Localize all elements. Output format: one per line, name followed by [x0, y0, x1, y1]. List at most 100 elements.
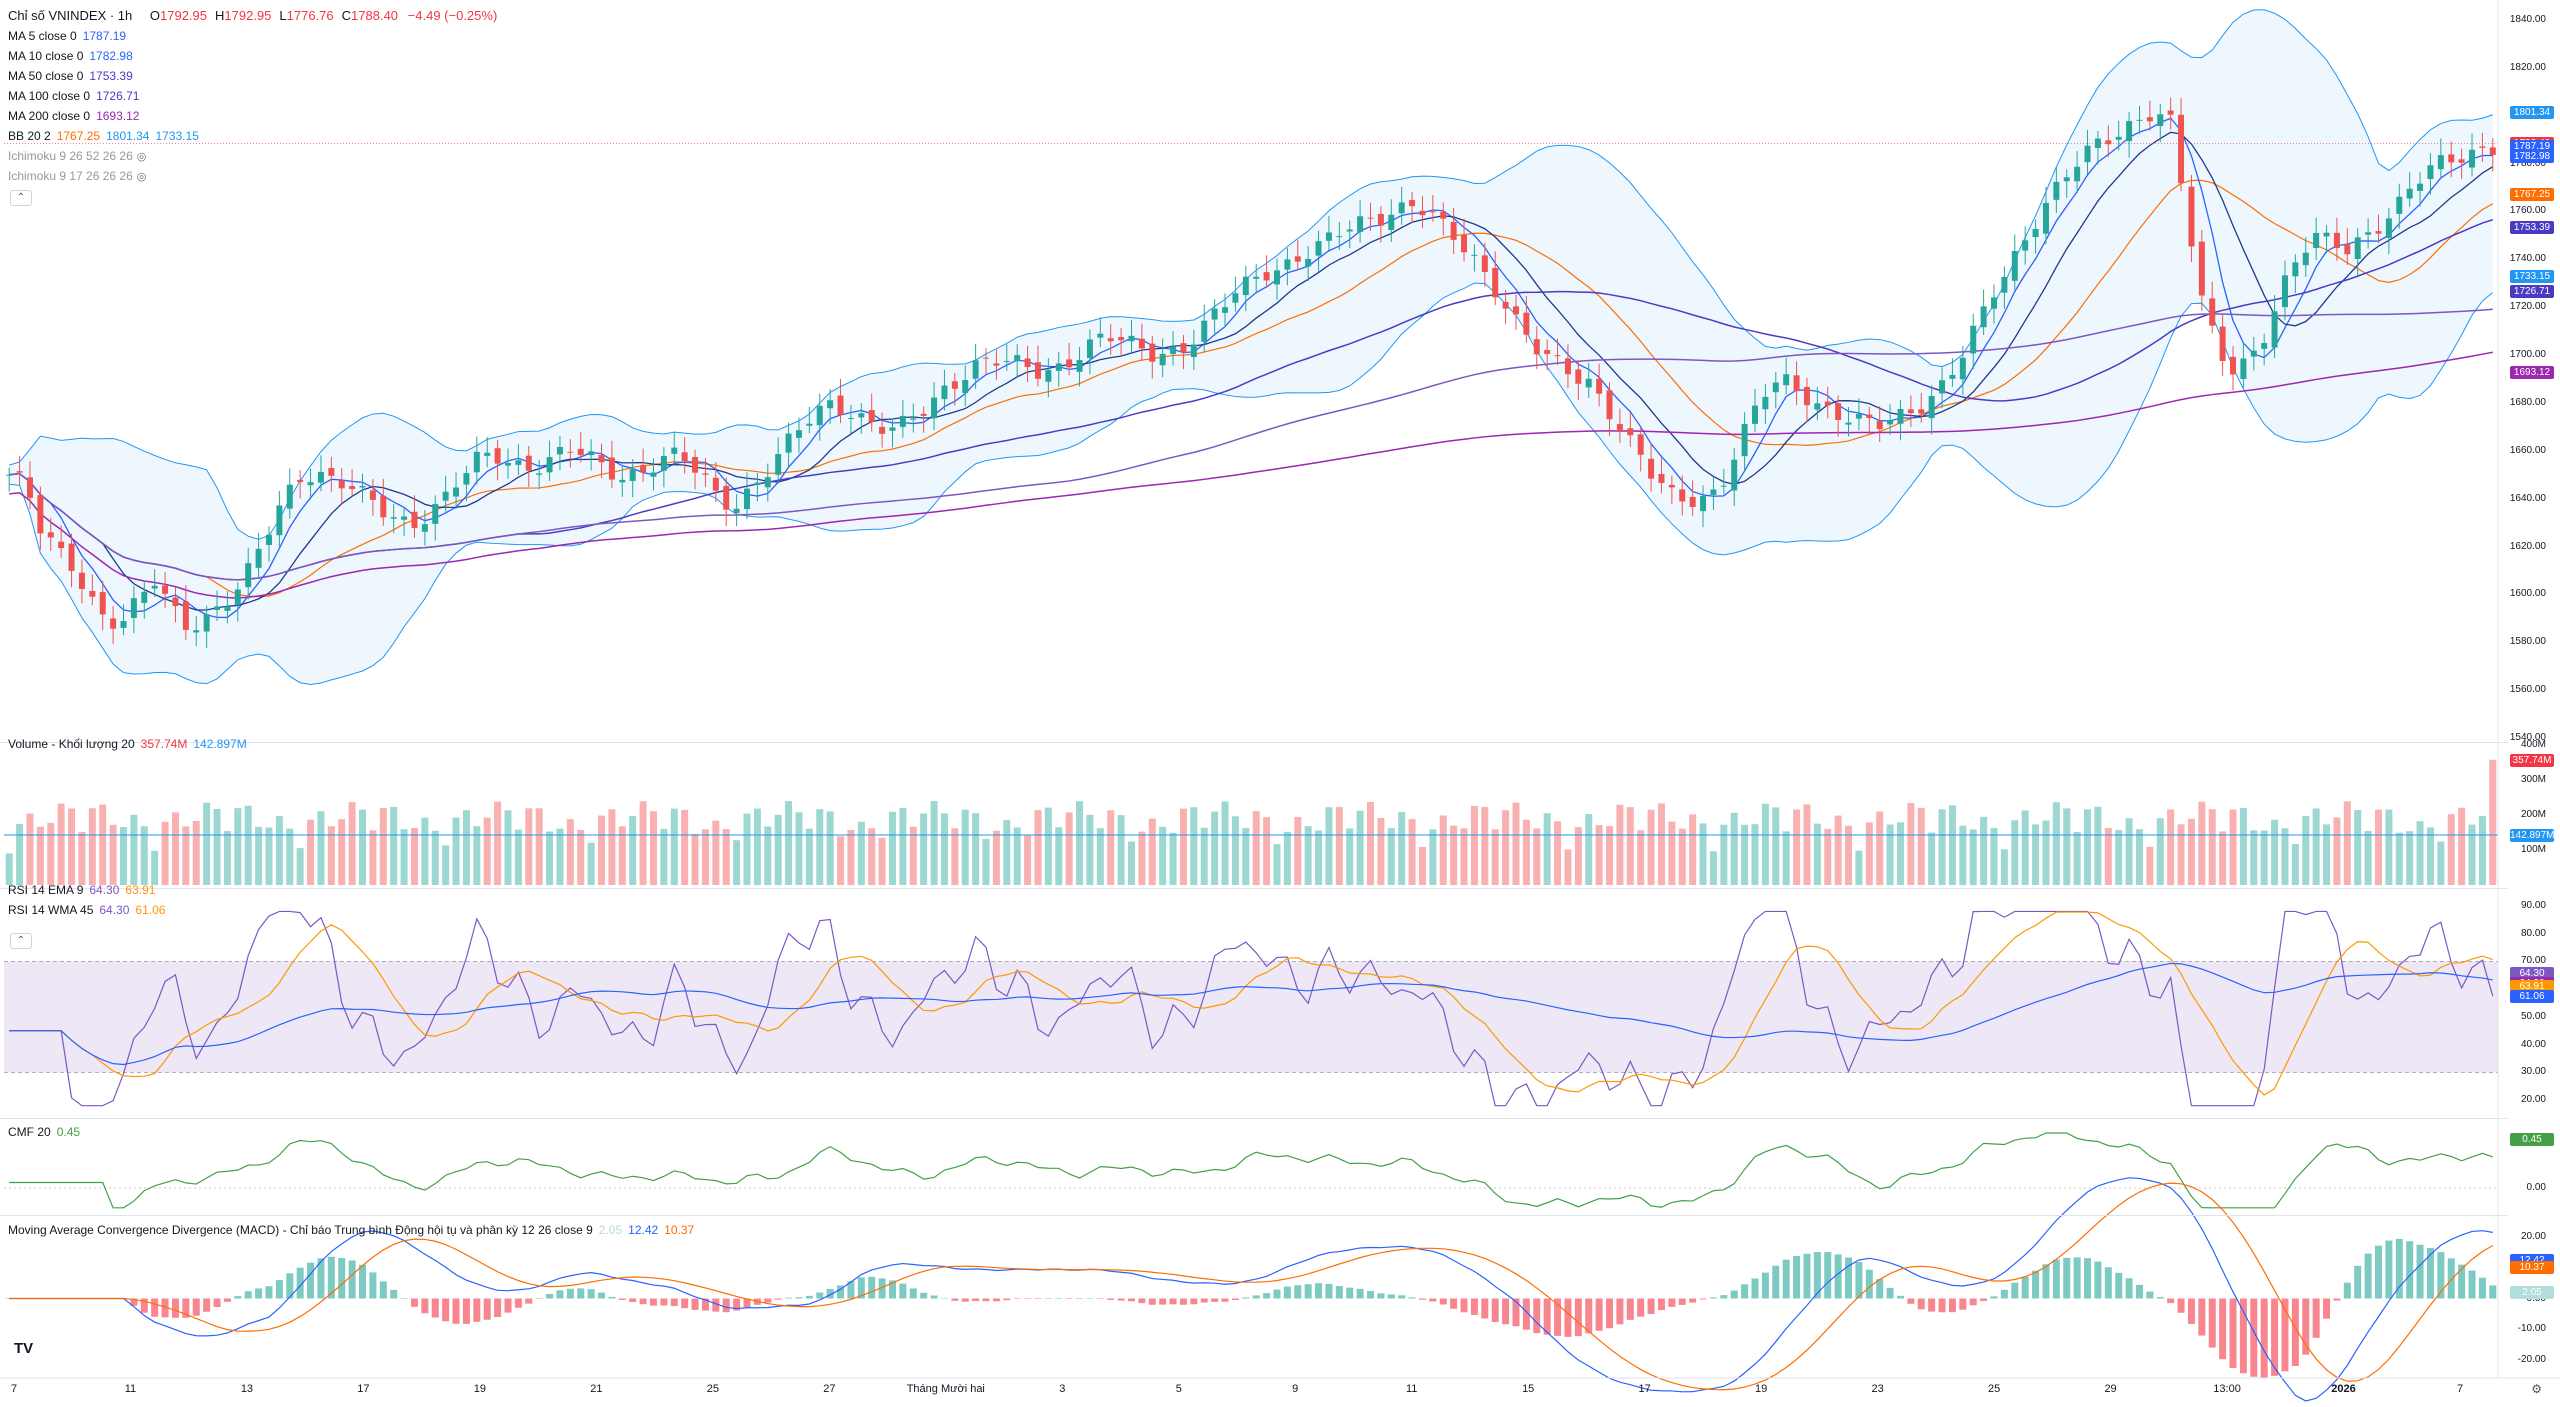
volume-bar [2271, 819, 2279, 885]
rsi-axis-tick: 80.00 [2520, 927, 2546, 939]
rsi-legend-row[interactable]: RSI 14 EMA 9 64.30 63.91 [8, 880, 165, 900]
macd-legend[interactable]: Moving Average Convergence Divergence (M… [8, 1220, 694, 1240]
macd-histogram-bar [868, 1276, 876, 1299]
pane-indicator-name: Moving Average Convergence Divergence (M… [8, 1223, 593, 1237]
candle-body [1741, 423, 1748, 457]
macd-histogram-bar [2073, 1257, 2081, 1299]
bollinger-band-fill [9, 9, 2493, 685]
macd-histogram-bar [2063, 1257, 2071, 1299]
candle-body [1128, 335, 1135, 342]
macd-histogram-bar [1803, 1253, 1811, 1299]
indicator-legend-row[interactable]: MA 50 close 0 1753.39 [8, 66, 133, 86]
rsi-axis-tick: 30.00 [2520, 1066, 2546, 1078]
volume-bar [535, 808, 543, 885]
price-tag: 1733.15 [2510, 269, 2554, 283]
macd-histogram-bar [317, 1258, 325, 1299]
volume-bar [494, 801, 502, 885]
pane-separator[interactable] [0, 1118, 2508, 1119]
macd-histogram-bar [255, 1288, 263, 1299]
volume-bar [701, 829, 709, 885]
macd-histogram-bar [1751, 1278, 1759, 1299]
hidden-eye-icon[interactable]: ◎ [136, 151, 147, 163]
volume-bar [307, 819, 315, 885]
collapse-legend-button[interactable]: ⌃ [10, 190, 32, 206]
volume-bar [1782, 831, 1790, 885]
macd-histogram-bar [1127, 1298, 1135, 1302]
indicator-legend-row[interactable]: Ichimoku 9 26 52 26 26 ◎ [8, 146, 146, 167]
candle-body [1388, 214, 1395, 231]
volume-bar [400, 829, 408, 885]
candle-body [650, 472, 657, 477]
pane-separator[interactable] [0, 888, 2508, 889]
cmf-legend[interactable]: CMF 20 0.45 [8, 1122, 80, 1142]
candle-body [1668, 484, 1675, 488]
volume-bar [1024, 835, 1032, 885]
macd-histogram-bar [161, 1298, 169, 1318]
candle-body [2437, 155, 2444, 170]
macd-histogram-bar [192, 1298, 200, 1316]
candle-body [1419, 210, 1426, 216]
settings-gear-icon[interactable]: ⚙ [2531, 1382, 2542, 1396]
candle-body [1866, 414, 1873, 419]
candle-body [2292, 262, 2299, 277]
candle-body [2188, 186, 2195, 247]
ohlc-key: O [149, 8, 161, 23]
macd-histogram-bar [1699, 1298, 1707, 1300]
pane-separator[interactable] [0, 742, 2508, 743]
indicator-legend-row[interactable]: BB 20 2 1767.25 1801.34 1733.15 [8, 126, 199, 146]
time-axis-label: 25 [706, 1383, 719, 1395]
indicator-legend-row[interactable]: MA 200 close 0 1693.12 [8, 106, 139, 126]
volume-bar [1772, 807, 1780, 885]
candle-body [1887, 420, 1894, 425]
volume-legend[interactable]: Volume - Khối lượng 20 357.74M 142.897M [8, 734, 247, 754]
candle-body [349, 486, 356, 490]
candle-body [2105, 140, 2112, 145]
volume-bar [2291, 844, 2299, 885]
macd-histogram-bar [2468, 1270, 2476, 1299]
volume-bar [1127, 841, 1135, 885]
ma100-line [9, 308, 2493, 581]
macd-histogram-bar [556, 1290, 564, 1299]
indicator-legend-row[interactable]: MA 5 close 0 1787.19 [8, 26, 126, 46]
candle-body [1689, 496, 1696, 507]
volume-bar [639, 801, 647, 885]
macd-histogram-bar [1668, 1298, 1676, 1307]
ohlc-values: O1792.95 H1792.95 L1776.76 C1788.40 [150, 8, 398, 23]
macd-histogram-bar [660, 1298, 668, 1306]
volume-bar [722, 829, 730, 885]
macd-histogram-bar [899, 1283, 907, 1299]
tradingview-logo[interactable]: TV [14, 1340, 34, 1357]
collapse-rsi-legend-button[interactable]: ⌃ [10, 933, 32, 949]
candle-body [2209, 298, 2216, 326]
candle-body [2458, 159, 2465, 163]
candle-body [1024, 358, 1031, 368]
volume-bar [99, 804, 107, 885]
volume-bar [296, 848, 304, 885]
macd-histogram-bar [2000, 1289, 2008, 1299]
macd-histogram-bar [566, 1288, 574, 1299]
macd-histogram-bar [1076, 1298, 1084, 1299]
pane-separator[interactable] [0, 1215, 2508, 1216]
macd-histogram-bar [2364, 1253, 2372, 1299]
candle-body [1357, 216, 1364, 232]
indicator-legend-row[interactable]: MA 100 close 0 1726.71 [8, 86, 139, 106]
rsi-legend[interactable]: RSI 14 EMA 9 64.30 63.91 RSI 14 WMA 45 64.30… [8, 880, 165, 920]
volume-bar [1761, 803, 1769, 885]
macd-histogram-bar [1179, 1298, 1187, 1305]
indicator-legend-row[interactable]: Ichimoku 9 17 26 26 26 ◎ [8, 166, 146, 187]
hidden-eye-icon[interactable]: ◎ [136, 171, 147, 183]
candle-body [1294, 256, 1301, 262]
macd-histogram-bar [1595, 1298, 1603, 1331]
volume-bar [546, 831, 554, 885]
candle-body [1700, 495, 1707, 512]
volume-bar [1689, 814, 1697, 885]
symbol-title[interactable]: Chỉ số VNINDEX · 1h [8, 8, 133, 23]
volume-bar [598, 815, 606, 885]
volume-bar [2198, 801, 2206, 885]
indicator-legend-row[interactable]: MA 10 close 0 1782.98 [8, 46, 133, 66]
rsi-legend-row[interactable]: RSI 14 WMA 45 64.30 61.06 [8, 900, 165, 920]
macd-histogram-bar [795, 1297, 803, 1299]
candle-body [1897, 409, 1904, 424]
